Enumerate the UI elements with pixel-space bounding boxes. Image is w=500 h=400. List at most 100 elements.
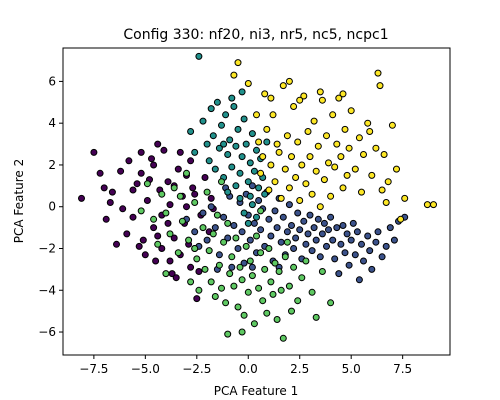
data-point [285, 201, 293, 209]
data-point [113, 240, 120, 248]
data-point [117, 167, 125, 175]
data-point [205, 247, 213, 255]
data-point [213, 211, 221, 219]
data-point [259, 153, 267, 161]
points-layer [78, 52, 437, 342]
data-point [302, 180, 310, 188]
data-point [318, 230, 326, 238]
data-point [292, 234, 300, 242]
data-point [248, 201, 256, 209]
data-point [337, 240, 345, 248]
data-point [236, 263, 244, 271]
data-point [390, 236, 398, 244]
data-point [310, 224, 318, 232]
data-point [296, 96, 304, 104]
data-point [195, 268, 203, 275]
data-point [244, 288, 252, 296]
data-point [333, 140, 341, 148]
data-point [187, 263, 195, 271]
data-point [253, 146, 260, 154]
data-point [162, 270, 170, 278]
data-point [271, 207, 279, 215]
data-point [170, 184, 178, 192]
data-point [360, 257, 367, 265]
data-point [360, 151, 367, 158]
data-point [108, 188, 116, 196]
data-point [327, 299, 335, 307]
data-point [364, 232, 372, 240]
data-point [191, 148, 199, 156]
data-point [279, 82, 287, 90]
data-point [176, 148, 184, 156]
data-point [263, 125, 271, 133]
data-point [397, 215, 405, 223]
data-point [288, 153, 295, 161]
data-point [255, 284, 263, 292]
data-point [337, 153, 345, 161]
data-point [257, 207, 265, 215]
data-point [283, 228, 291, 236]
x-tick-label: 2.5 [290, 362, 309, 376]
data-point [364, 119, 372, 127]
data-point [203, 140, 211, 148]
data-point [312, 167, 320, 175]
data-point [316, 253, 324, 261]
data-point [306, 153, 314, 161]
data-point [224, 188, 232, 196]
data-point [329, 111, 337, 119]
data-point [230, 103, 238, 110]
data-point [203, 188, 211, 196]
chart-title: Config 330: nf20, ni3, nr5, nc5, ncpc1 [123, 27, 388, 43]
data-point [246, 192, 254, 200]
data-point [388, 121, 396, 129]
data-point [401, 194, 409, 202]
data-point [143, 180, 151, 188]
data-point [271, 259, 279, 267]
data-point [193, 295, 201, 303]
data-point [343, 230, 351, 238]
data-point [294, 297, 302, 305]
data-point [119, 205, 127, 213]
data-point [209, 132, 217, 140]
data-point [288, 307, 295, 315]
x-tick-label: 7.5 [393, 362, 412, 376]
data-point [339, 222, 347, 229]
y-tick-label: −4 [38, 283, 56, 297]
y-tick-label: 0 [48, 200, 56, 214]
data-point [228, 263, 236, 271]
data-point [246, 257, 254, 265]
data-point [341, 249, 349, 257]
data-point [250, 167, 258, 175]
data-point [298, 161, 306, 169]
data-point [96, 169, 104, 177]
data-point [248, 263, 256, 271]
data-point [339, 184, 347, 192]
data-point [232, 142, 240, 150]
data-point [430, 201, 437, 209]
data-point [267, 278, 275, 286]
data-point [273, 316, 281, 323]
data-point [211, 165, 219, 173]
data-point [255, 138, 263, 146]
data-point [314, 142, 322, 150]
data-point [271, 178, 279, 186]
data-point [244, 80, 252, 87]
data-point [234, 303, 242, 311]
data-point [162, 209, 170, 217]
data-point [267, 232, 275, 240]
data-point [187, 157, 195, 165]
data-point [154, 140, 162, 148]
data-point [166, 201, 174, 209]
data-point [240, 311, 248, 319]
data-point [355, 134, 363, 142]
data-point [310, 117, 318, 125]
data-point [257, 226, 265, 234]
data-point [325, 159, 332, 167]
data-point [102, 215, 110, 223]
data-point [355, 276, 363, 284]
data-point [294, 209, 302, 217]
data-point [166, 257, 174, 265]
data-point [358, 188, 365, 196]
data-point [339, 90, 347, 98]
data-point [275, 268, 283, 275]
